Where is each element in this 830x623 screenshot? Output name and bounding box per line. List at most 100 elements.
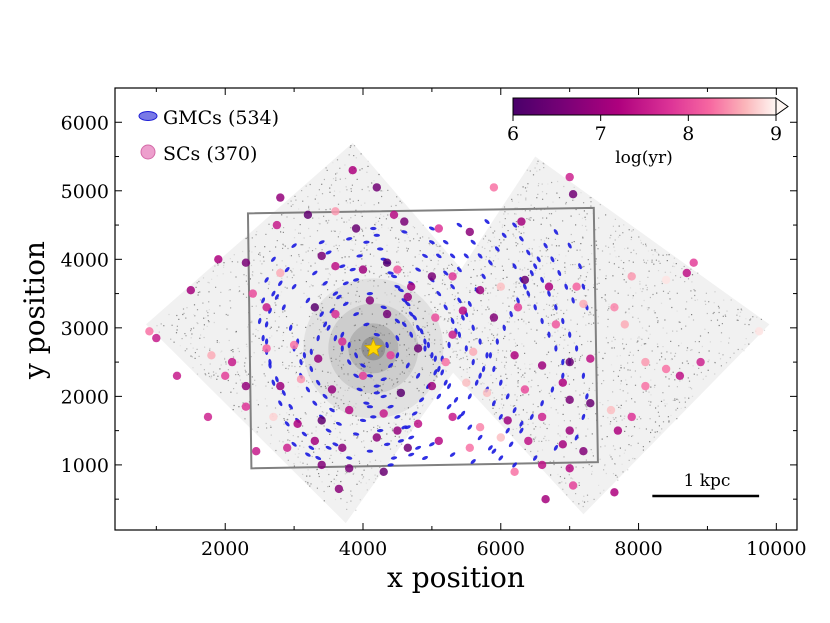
image-pixel xyxy=(679,380,681,382)
gmc-marker xyxy=(446,403,452,410)
gmc-marker xyxy=(532,455,538,461)
image-pixel xyxy=(305,251,307,253)
image-pixel xyxy=(327,278,329,280)
image-pixel xyxy=(284,452,287,454)
image-pixel xyxy=(495,399,498,401)
image-pixel xyxy=(369,366,371,368)
image-pixel xyxy=(527,183,529,185)
image-pixel xyxy=(343,403,345,405)
image-pixel xyxy=(287,381,289,383)
image-pixel xyxy=(339,167,341,169)
image-pixel xyxy=(454,298,456,300)
image-pixel xyxy=(216,275,218,277)
sc-marker xyxy=(565,172,574,182)
image-pixel xyxy=(528,247,530,250)
image-pixel xyxy=(287,203,289,205)
image-pixel xyxy=(315,194,318,196)
image-pixel xyxy=(728,342,730,344)
image-pixel xyxy=(237,361,239,363)
gmc-marker xyxy=(457,414,462,420)
image-pixel xyxy=(314,368,317,370)
image-pixel xyxy=(184,333,186,335)
image-pixel xyxy=(367,160,369,162)
image-pixel xyxy=(536,285,538,287)
image-pixel xyxy=(193,314,195,316)
image-pixel xyxy=(299,232,301,234)
image-pixel xyxy=(556,373,558,375)
gmc-marker xyxy=(478,372,482,379)
image-pixel xyxy=(364,392,367,394)
image-pixel xyxy=(534,370,536,372)
gmc-marker xyxy=(394,318,401,324)
image-pixel xyxy=(517,260,520,262)
image-pixel xyxy=(306,295,308,297)
image-pixel xyxy=(353,145,356,147)
image-pixel xyxy=(325,414,327,416)
sc-marker xyxy=(586,399,595,408)
gmc-marker xyxy=(467,424,473,430)
image-pixel xyxy=(637,442,639,444)
image-pixel xyxy=(752,316,754,318)
gmc-marker xyxy=(412,314,418,321)
image-pixel xyxy=(657,411,659,413)
image-pixel xyxy=(419,336,421,338)
image-pixel xyxy=(245,237,247,240)
image-pixel xyxy=(337,203,340,205)
image-pixel xyxy=(518,414,520,416)
gmc-marker xyxy=(333,334,338,342)
image-pixel xyxy=(295,199,297,201)
image-pixel xyxy=(614,250,616,252)
image-pixel xyxy=(524,267,526,269)
gmc-marker xyxy=(574,434,579,441)
image-pixel xyxy=(526,169,528,171)
gmc-marker xyxy=(380,377,387,382)
image-pixel xyxy=(669,290,671,293)
image-pixel xyxy=(596,288,598,290)
image-pixel xyxy=(409,364,411,366)
image-pixel xyxy=(537,450,539,452)
image-pixel xyxy=(565,255,567,257)
gmc-marker xyxy=(380,394,387,399)
image-pixel xyxy=(282,364,284,366)
image-pixel xyxy=(557,180,559,183)
image-pixel xyxy=(743,350,745,352)
image-pixel xyxy=(696,299,699,301)
image-pixel xyxy=(383,280,385,282)
sc-marker xyxy=(675,371,685,380)
image-pixel xyxy=(587,428,589,430)
image-pixel xyxy=(382,324,385,327)
image-pixel xyxy=(362,324,364,326)
image-pixel xyxy=(630,238,632,241)
image-pixel xyxy=(322,307,324,309)
image-pixel xyxy=(419,250,421,252)
image-pixel xyxy=(553,308,555,310)
gmc-marker xyxy=(485,352,489,359)
image-pixel xyxy=(320,402,322,404)
image-pixel xyxy=(597,248,599,250)
image-pixel xyxy=(494,310,496,312)
x-tick-label: 8000 xyxy=(614,538,662,560)
image-pixel xyxy=(595,413,597,415)
image-pixel xyxy=(255,234,257,236)
image-pixel xyxy=(687,362,689,365)
image-pixel xyxy=(334,304,336,306)
image-pixel xyxy=(637,337,639,339)
image-pixel xyxy=(360,204,362,206)
image-pixel xyxy=(580,275,582,277)
image-pixel xyxy=(196,322,198,324)
image-pixel xyxy=(473,309,475,311)
image-pixel xyxy=(346,189,348,191)
image-pixel xyxy=(302,259,304,261)
image-pixel xyxy=(659,359,661,361)
image-pixel xyxy=(290,269,292,272)
image-pixel xyxy=(520,418,522,420)
image-pixel xyxy=(308,374,310,377)
image-pixel xyxy=(591,307,593,309)
image-pixel xyxy=(416,405,418,407)
image-pixel xyxy=(282,334,284,336)
image-pixel xyxy=(281,277,283,279)
image-pixel xyxy=(208,301,210,303)
image-pixel xyxy=(316,468,318,470)
gmc-marker xyxy=(449,452,456,457)
image-pixel xyxy=(444,318,446,320)
